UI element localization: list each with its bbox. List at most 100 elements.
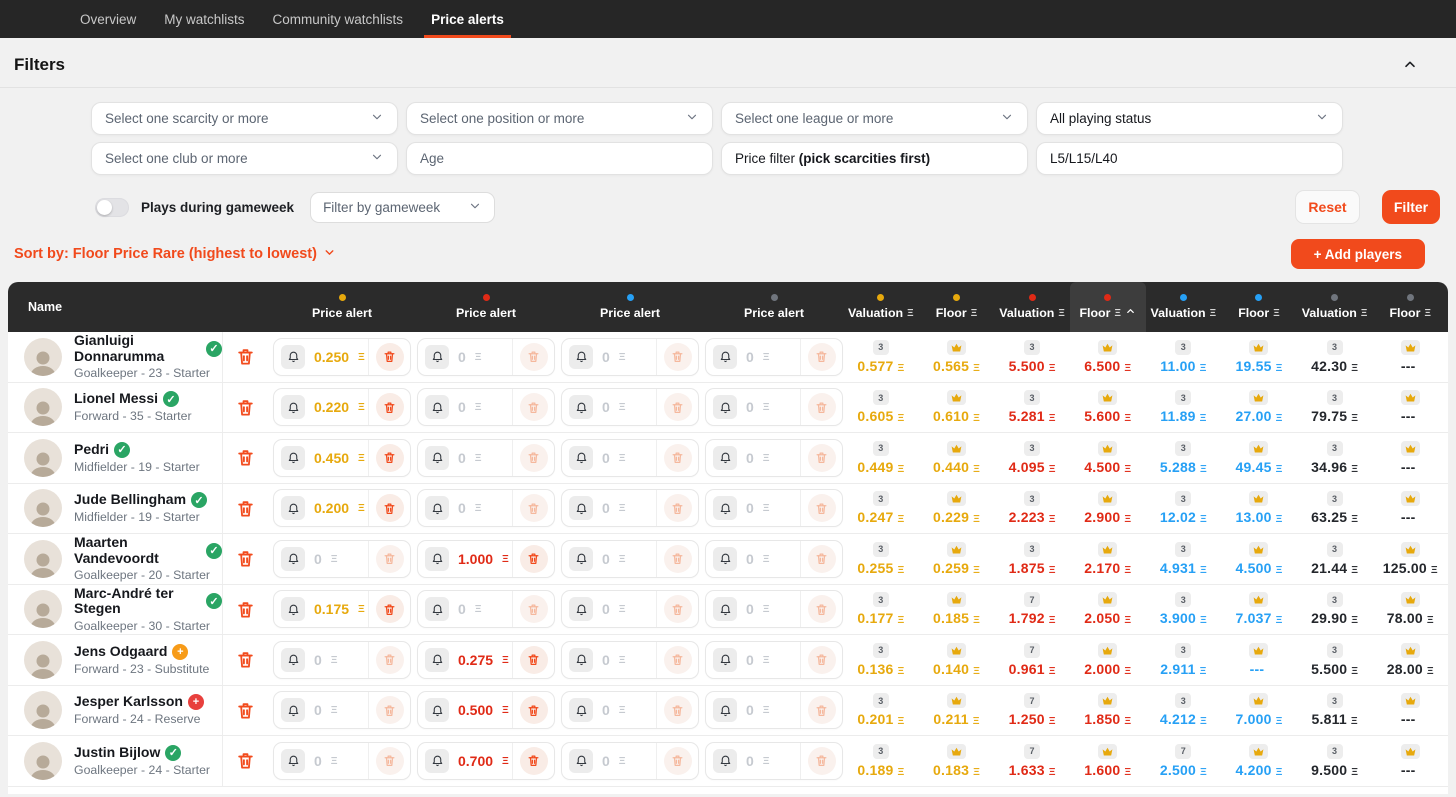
clear-alert-button[interactable] <box>512 641 554 678</box>
player-name[interactable]: Marc-André ter Stegen <box>74 584 174 617</box>
clear-alert-button[interactable] <box>512 490 554 527</box>
nav-tab-my-watchlists[interactable]: My watchlists <box>164 11 245 27</box>
price-alert-input[interactable]: 0 Ξ <box>418 389 512 425</box>
price-alert-input[interactable]: 0.175 Ξ <box>274 591 368 627</box>
clear-alert-button[interactable] <box>368 338 410 375</box>
clear-alert-button[interactable] <box>800 591 842 628</box>
clear-alert-button[interactable] <box>368 439 410 476</box>
clear-alert-button[interactable] <box>656 742 698 779</box>
price-alert-input[interactable]: 0 Ξ <box>706 642 800 678</box>
delete-player-button[interactable] <box>223 585 267 635</box>
price-alert-input[interactable]: 0.450 Ξ <box>274 440 368 476</box>
clear-alert-button[interactable] <box>800 641 842 678</box>
price-alert-input[interactable]: 0 Ξ <box>706 440 800 476</box>
clear-alert-button[interactable] <box>800 338 842 375</box>
clear-alert-button[interactable] <box>368 591 410 628</box>
valuation-column-header-3[interactable]: Valuation Ξ <box>994 282 1070 332</box>
delete-player-button[interactable] <box>223 332 267 382</box>
valuation-column-header-7[interactable]: Valuation Ξ <box>1297 282 1373 332</box>
scarcity-filter[interactable]: Select one scarcity or more <box>91 102 398 135</box>
delete-player-button[interactable] <box>223 635 267 685</box>
playing-status-filter[interactable]: All playing status <box>1036 102 1343 135</box>
player-name[interactable]: Pedri <box>74 440 110 457</box>
delete-player-button[interactable] <box>223 534 267 584</box>
delete-player-button[interactable] <box>223 383 267 433</box>
price-alert-input[interactable]: 0 Ξ <box>418 591 512 627</box>
collapse-filters-icon[interactable] <box>1402 57 1418 73</box>
price-alert-input[interactable]: 0 Ξ <box>274 743 368 779</box>
clear-alert-button[interactable] <box>800 439 842 476</box>
price-alert-input[interactable]: 0.275 Ξ <box>418 642 512 678</box>
price-alert-input[interactable]: 0 Ξ <box>562 642 656 678</box>
clear-alert-button[interactable] <box>512 692 554 729</box>
price-alert-input[interactable]: 0.200 Ξ <box>274 490 368 526</box>
clear-alert-button[interactable] <box>656 591 698 628</box>
floor-column-header-6[interactable]: Floor Ξ <box>1221 282 1297 332</box>
price-alert-input[interactable]: 0 Ξ <box>418 440 512 476</box>
price-filter[interactable]: Price filter (pick scarcities first) <box>721 142 1028 175</box>
floor-column-header-2[interactable]: Floor Ξ <box>919 282 995 332</box>
clear-alert-button[interactable] <box>368 742 410 779</box>
delete-player-button[interactable] <box>223 484 267 534</box>
sort-by-dropdown[interactable]: Sort by: Floor Price Rare (highest to lo… <box>14 246 336 263</box>
price-alert-input[interactable]: 0.220 Ξ <box>274 389 368 425</box>
price-alert-input[interactable]: 0 Ξ <box>562 743 656 779</box>
price-alert-input[interactable]: 0 Ξ <box>706 389 800 425</box>
clear-alert-button[interactable] <box>512 439 554 476</box>
clear-alert-button[interactable] <box>512 591 554 628</box>
clear-alert-button[interactable] <box>656 338 698 375</box>
clear-alert-button[interactable] <box>512 338 554 375</box>
price-alert-input[interactable]: 0 Ξ <box>562 339 656 375</box>
gameweek-select[interactable]: Filter by gameweek <box>310 191 496 223</box>
nav-tab-overview[interactable]: Overview <box>80 11 137 27</box>
player-name[interactable]: Gianluigi Donnarumma <box>74 332 165 364</box>
valuation-column-header-5[interactable]: Valuation Ξ <box>1146 282 1222 332</box>
delete-player-button[interactable] <box>223 736 267 786</box>
clear-alert-button[interactable] <box>656 389 698 426</box>
clear-alert-button[interactable] <box>368 641 410 678</box>
clear-alert-button[interactable] <box>800 490 842 527</box>
price-alert-input[interactable]: 0 Ξ <box>418 490 512 526</box>
clear-alert-button[interactable] <box>368 540 410 577</box>
clear-alert-button[interactable] <box>800 692 842 729</box>
clear-alert-button[interactable] <box>656 540 698 577</box>
price-alert-input[interactable]: 0 Ξ <box>562 389 656 425</box>
clear-alert-button[interactable] <box>656 692 698 729</box>
clear-alert-button[interactable] <box>800 389 842 426</box>
price-alert-input[interactable]: 0 Ξ <box>562 692 656 728</box>
add-players-button[interactable]: + Add players <box>1290 239 1425 269</box>
price-alert-input[interactable]: 1.000 Ξ <box>418 541 512 577</box>
clear-alert-button[interactable] <box>512 540 554 577</box>
price-alert-input[interactable]: 0 Ξ <box>418 339 512 375</box>
price-alert-input[interactable]: 0 Ξ <box>274 541 368 577</box>
price-alert-input[interactable]: 0 Ξ <box>562 591 656 627</box>
plays-during-gameweek-toggle[interactable] <box>95 197 129 217</box>
delete-player-button[interactable] <box>223 433 267 483</box>
floor-column-header-8[interactable]: Floor Ξ <box>1372 282 1448 332</box>
price-alert-input[interactable]: 0 Ξ <box>274 692 368 728</box>
player-name[interactable]: Maarten Vandevoordt <box>74 534 159 566</box>
price-alert-input[interactable]: 0.250 Ξ <box>274 339 368 375</box>
price-alert-input[interactable]: 0 Ξ <box>706 692 800 728</box>
player-name[interactable]: Jens Odgaard <box>74 642 168 659</box>
floor-column-header-4[interactable]: Floor Ξ <box>1069 282 1146 332</box>
price-alert-input[interactable]: 0 Ξ <box>706 541 800 577</box>
club-filter[interactable]: Select one club or more <box>91 142 398 175</box>
player-name[interactable]: Justin Bijlow <box>74 743 161 760</box>
price-alert-input[interactable]: 0 Ξ <box>562 541 656 577</box>
clear-alert-button[interactable] <box>800 540 842 577</box>
clear-alert-button[interactable] <box>368 692 410 729</box>
clear-alert-button[interactable] <box>656 641 698 678</box>
clear-alert-button[interactable] <box>368 389 410 426</box>
price-alert-input[interactable]: 0 Ξ <box>562 440 656 476</box>
position-filter[interactable]: Select one position or more <box>406 102 713 135</box>
clear-alert-button[interactable] <box>368 490 410 527</box>
clear-alert-button[interactable] <box>512 389 554 426</box>
serial-filter[interactable]: L5/L15/L40 <box>1036 142 1343 175</box>
price-alert-input[interactable]: 0 Ξ <box>706 743 800 779</box>
reset-button[interactable]: Reset <box>1295 190 1360 224</box>
price-alert-input[interactable]: 0.700 Ξ <box>418 743 512 779</box>
age-filter[interactable]: Age <box>406 142 713 175</box>
nav-tab-community-watchlists[interactable]: Community watchlists <box>272 11 404 27</box>
clear-alert-button[interactable] <box>656 490 698 527</box>
